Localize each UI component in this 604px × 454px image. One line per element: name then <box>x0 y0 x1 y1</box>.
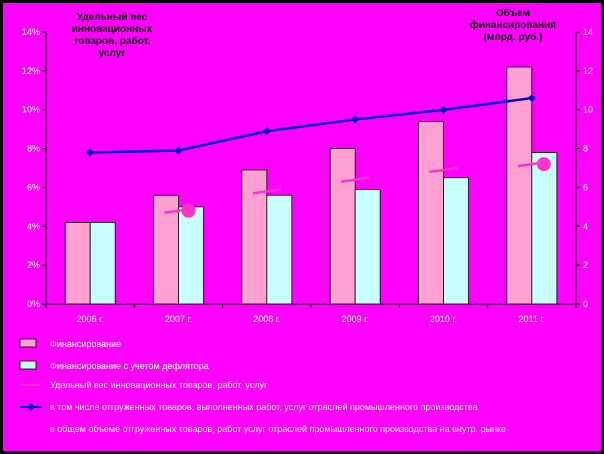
lines <box>86 94 551 218</box>
legend-label-financing: Финансирование <box>50 339 121 349</box>
x-tick-label: 2009 г. <box>342 314 369 324</box>
bars <box>64 66 558 305</box>
shipped-line <box>90 96 532 154</box>
y-left-tick-label: 12% <box>22 66 40 76</box>
y-left-tick-label: 8% <box>27 144 40 154</box>
legend-label-share: Удельный вес инновационных товаров, рабо… <box>50 380 268 390</box>
y-left-tick-label: 6% <box>27 182 40 192</box>
legend-label-deflator: Финансирование с учетом дефлятора <box>50 361 209 371</box>
legend: Финансирование Финансирование с учетом де… <box>19 338 506 434</box>
left-axis-title-line: инновационных <box>72 24 153 35</box>
bar-financing-deflator <box>89 221 116 305</box>
legend-label-shipped: в том числе отгруженных товаров, выполне… <box>50 402 478 412</box>
y-right-tick-label: 12 <box>583 66 593 76</box>
shipped-marker <box>174 146 183 155</box>
y-left-tick-label: 2% <box>27 260 40 270</box>
bar-financing <box>506 66 533 305</box>
legend-swatch-financing <box>19 338 37 348</box>
x-tick-label: 2008 г. <box>253 314 280 324</box>
bar-financing <box>64 221 91 305</box>
x-tick-labels: 2006 г. 2007 г. 2008 г. 2009 г. 2010 г. 2011 … <box>77 314 546 324</box>
y-left-tick-label: 4% <box>27 221 40 231</box>
x-tick-label: 2007 г. <box>165 314 192 324</box>
y-right-tick-label: 4 <box>583 221 588 231</box>
right-axis-title-line: финансирования <box>470 19 556 31</box>
share-line-segment <box>252 188 282 195</box>
bar-financing-deflator <box>531 152 558 305</box>
share-line-segment <box>340 176 370 183</box>
right-axis-title-line: Объем <box>496 7 530 19</box>
y-right-tick-label: 8 <box>583 144 588 154</box>
shipped-marker <box>439 105 448 114</box>
legend-marker-shipped <box>27 403 35 411</box>
legend-note: в общем объеме отгруженных товаров, рабо… <box>50 424 506 434</box>
x-tick-label: 2010 г. <box>430 314 457 324</box>
y-right-tick-label: 10 <box>583 105 593 115</box>
y-right-tick-label: 0 <box>583 299 588 309</box>
bar-financing-deflator <box>443 177 469 305</box>
y-left-tick-label: 0% <box>27 299 40 309</box>
bar-financing-deflator <box>178 206 204 305</box>
share-line-segment <box>429 166 458 174</box>
shipped-marker <box>262 127 271 136</box>
shipped-marker <box>527 94 536 103</box>
bar-financing <box>241 169 268 305</box>
x-tick-label: 2011 г. <box>519 314 546 324</box>
y-right-tick-label: 2 <box>583 260 588 270</box>
left-axis-title-line: товаров, работ, <box>73 35 150 47</box>
shipped-marker <box>86 148 95 157</box>
left-axis-title-line: услуг <box>99 48 126 59</box>
left-axis-title-line: Удельный вес <box>77 12 148 23</box>
bar-financing-deflator <box>266 194 293 305</box>
bar-financing-deflator <box>354 188 381 305</box>
axes: 0% 2% 4% 6% 8% 10% 12% 14% 0 2 4 6 8 10 12 14 <box>22 27 593 309</box>
right-axis-title-line: (млрд. руб.) <box>484 31 543 43</box>
y-right-tick-label: 6 <box>583 182 588 192</box>
y-left-tick-label: 10% <box>22 105 40 115</box>
x-tick-label: 2006 г. <box>77 314 104 324</box>
share-marker-2011 <box>536 157 551 172</box>
bar-financing <box>418 120 444 305</box>
shipped-marker <box>351 115 360 124</box>
share-marker-2007 <box>181 203 196 218</box>
bar-financing <box>329 148 356 305</box>
y-right-tick-label: 14 <box>583 27 593 37</box>
legend-swatch-deflator <box>19 360 37 370</box>
y-left-tick-label: 14% <box>22 27 40 37</box>
